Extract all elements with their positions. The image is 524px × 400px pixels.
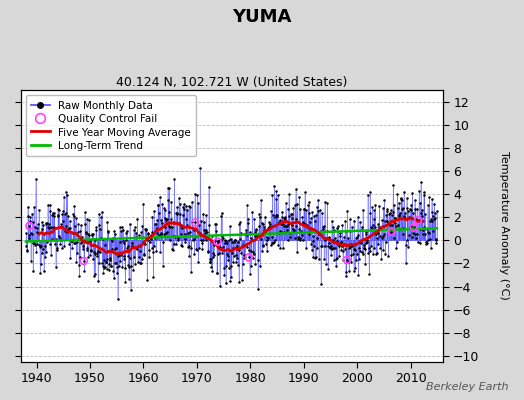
Point bbox=[191, 219, 200, 226]
Point bbox=[410, 224, 418, 231]
Point bbox=[343, 257, 351, 263]
Legend: Raw Monthly Data, Quality Control Fail, Five Year Moving Average, Long-Term Tren: Raw Monthly Data, Quality Control Fail, … bbox=[26, 95, 196, 156]
Point bbox=[387, 228, 396, 235]
Y-axis label: Temperature Anomaly (°C): Temperature Anomaly (°C) bbox=[499, 152, 509, 300]
Point bbox=[245, 254, 253, 261]
Point bbox=[414, 217, 422, 223]
Text: YUMA: YUMA bbox=[232, 8, 292, 26]
Point bbox=[80, 258, 88, 264]
Point bbox=[25, 223, 34, 229]
Point bbox=[213, 238, 222, 245]
Title: 40.124 N, 102.721 W (United States): 40.124 N, 102.721 W (United States) bbox=[116, 76, 347, 89]
Text: Berkeley Earth: Berkeley Earth bbox=[426, 382, 508, 392]
